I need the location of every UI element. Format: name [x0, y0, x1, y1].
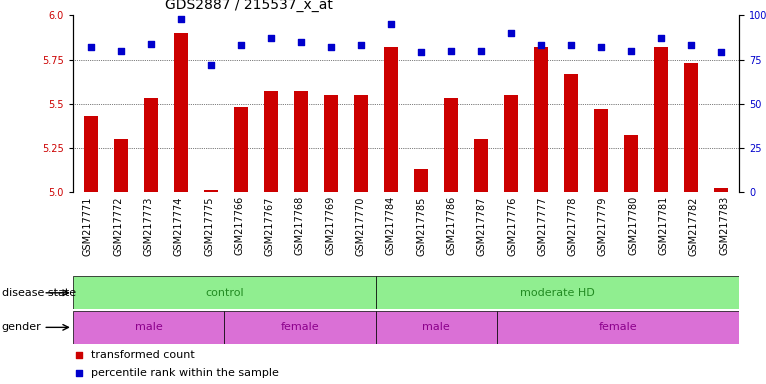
Text: disease state: disease state	[2, 288, 76, 298]
Text: GSM217787: GSM217787	[476, 196, 486, 255]
Text: GSM217773: GSM217773	[143, 196, 153, 255]
Bar	[594, 109, 608, 192]
Text: female: female	[280, 322, 319, 333]
Text: GSM217785: GSM217785	[416, 196, 426, 255]
Text: moderate HD: moderate HD	[520, 288, 595, 298]
Point	[625, 48, 637, 54]
Text: GSM217768: GSM217768	[295, 196, 305, 255]
Text: transformed count: transformed count	[90, 350, 195, 360]
Point	[505, 30, 517, 36]
Text: GSM217779: GSM217779	[598, 196, 608, 255]
Text: GSM217782: GSM217782	[689, 196, 699, 255]
Bar	[684, 63, 698, 192]
Text: control: control	[205, 288, 244, 298]
Point	[355, 42, 367, 48]
Text: GDS2887 / 215537_x_at: GDS2887 / 215537_x_at	[165, 0, 332, 12]
Point	[73, 369, 85, 376]
Point	[475, 48, 487, 54]
Point	[85, 44, 97, 50]
Text: gender: gender	[2, 322, 41, 333]
Point	[685, 42, 697, 48]
Point	[265, 35, 277, 41]
Bar	[535, 47, 548, 192]
Bar	[375, 311, 497, 344]
Text: GSM217783: GSM217783	[719, 196, 729, 255]
Bar	[385, 47, 398, 192]
Bar	[264, 91, 277, 192]
Bar	[414, 169, 427, 192]
Bar	[715, 189, 728, 192]
Text: GSM217774: GSM217774	[174, 196, 184, 255]
Text: GSM217777: GSM217777	[537, 196, 547, 256]
Text: GSM217778: GSM217778	[568, 196, 578, 255]
Text: GSM217772: GSM217772	[113, 196, 123, 256]
Point	[295, 39, 307, 45]
Point	[655, 35, 667, 41]
Text: GSM217770: GSM217770	[355, 196, 365, 255]
Bar	[73, 311, 224, 344]
Text: male: male	[135, 322, 162, 333]
Bar	[624, 136, 638, 192]
Bar	[114, 139, 128, 192]
Point	[565, 42, 578, 48]
Text: GSM217781: GSM217781	[659, 196, 669, 255]
Point	[73, 352, 85, 358]
Text: percentile rank within the sample: percentile rank within the sample	[90, 367, 279, 377]
Bar	[204, 190, 218, 192]
Bar	[324, 95, 338, 192]
Point	[535, 42, 547, 48]
Text: GSM217769: GSM217769	[326, 196, 336, 255]
Text: GSM217775: GSM217775	[204, 196, 214, 256]
Text: GSM217780: GSM217780	[628, 196, 638, 255]
Point	[445, 48, 457, 54]
Bar	[354, 95, 368, 192]
Point	[145, 41, 157, 47]
Point	[595, 44, 607, 50]
Bar	[497, 311, 739, 344]
Bar	[474, 139, 488, 192]
Text: GSM217766: GSM217766	[234, 196, 244, 255]
Bar	[654, 47, 668, 192]
Text: GSM217776: GSM217776	[507, 196, 517, 255]
Point	[715, 50, 727, 56]
Bar	[144, 98, 158, 192]
Bar	[224, 311, 375, 344]
Bar	[84, 116, 97, 192]
Bar	[504, 95, 518, 192]
Text: GSM217771: GSM217771	[83, 196, 93, 255]
Point	[415, 50, 427, 56]
Bar	[234, 107, 247, 192]
Point	[325, 44, 337, 50]
Bar	[565, 74, 578, 192]
Bar	[174, 33, 188, 192]
Text: GSM217767: GSM217767	[265, 196, 275, 255]
Text: GSM217784: GSM217784	[386, 196, 396, 255]
Point	[234, 42, 247, 48]
Text: male: male	[422, 322, 450, 333]
Bar	[294, 91, 308, 192]
Point	[175, 16, 187, 22]
Bar	[444, 98, 458, 192]
Point	[205, 62, 217, 68]
Bar	[73, 276, 375, 309]
Point	[115, 48, 127, 54]
Text: GSM217786: GSM217786	[447, 196, 457, 255]
Bar	[375, 276, 739, 309]
Point	[385, 21, 397, 27]
Text: female: female	[599, 322, 637, 333]
